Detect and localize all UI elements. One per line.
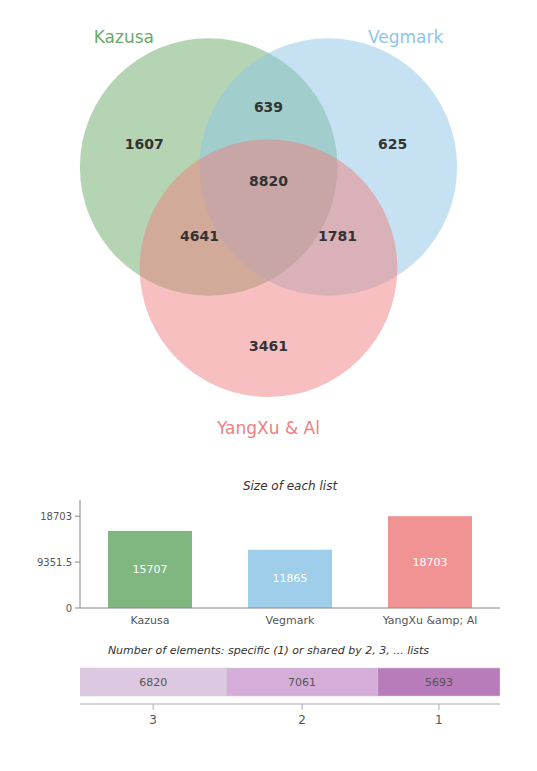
bar xyxy=(108,531,192,608)
labels: 6820 7061 5693 xyxy=(139,676,453,689)
bar-segment xyxy=(80,668,226,696)
stacked-bar-chart: Number of elements: specific (1) or shar… xyxy=(80,644,500,727)
set-label: Kazusa xyxy=(94,27,154,47)
y-axis-line xyxy=(80,500,81,608)
plot-area xyxy=(80,668,500,696)
x-tick-label: Kazusa xyxy=(131,614,170,627)
data-label: 6820 xyxy=(139,676,167,689)
axis-line xyxy=(80,704,500,705)
region-label: 1781 xyxy=(318,228,357,244)
y-tick xyxy=(75,516,80,517)
plot-area xyxy=(108,516,472,608)
labels: 15707 11865 18703 xyxy=(133,556,448,586)
bar xyxy=(388,516,472,608)
category-label: 2 xyxy=(298,713,306,727)
category-tick xyxy=(302,704,303,710)
y-tick xyxy=(75,562,80,563)
data-label: 18703 xyxy=(413,556,448,569)
region-label: 8820 xyxy=(249,173,288,189)
category-tick xyxy=(438,704,439,710)
y-tick-label: 9351.5 xyxy=(37,557,72,568)
region-label: 625 xyxy=(378,136,407,152)
data-label: 11865 xyxy=(273,572,308,585)
x-axis-line xyxy=(80,608,500,609)
data-label: 15707 xyxy=(133,563,168,576)
category-label: 3 xyxy=(149,713,157,727)
x-tick-label: Vegmark xyxy=(266,614,315,627)
data-label: 7061 xyxy=(288,676,316,689)
region-label: 1607 xyxy=(125,136,164,152)
x-tick-label: YangXu &amp; Al xyxy=(382,614,478,627)
figure: Kazusa Vegmark YangXu & Al 1607 625 3461 639 46… xyxy=(0,0,537,771)
venn: Kazusa Vegmark YangXu & Al 1607 625 3461 639 46… xyxy=(80,27,457,438)
bar-segment xyxy=(378,668,500,696)
bar xyxy=(248,550,332,608)
set-circle xyxy=(140,139,398,397)
y-tick-label: 0 xyxy=(66,603,72,614)
set-label: Vegmark xyxy=(368,27,444,47)
region-label: 3461 xyxy=(249,338,288,354)
bar-segment xyxy=(226,668,378,696)
chart-title: Size of each list xyxy=(243,479,339,493)
category-label: 1 xyxy=(435,713,443,727)
y-tick-label: 18703 xyxy=(40,511,72,522)
data-label: 5693 xyxy=(425,676,453,689)
y-tick xyxy=(75,608,80,609)
region-label: 4641 xyxy=(180,228,219,244)
chart-title: Number of elements: specific (1) or shar… xyxy=(108,644,429,657)
category-tick xyxy=(153,704,154,710)
bar-chart: Size of each list09351.51870315707118651… xyxy=(37,479,500,627)
set-label: YangXu & Al xyxy=(216,418,320,438)
region-label: 639 xyxy=(254,99,283,115)
